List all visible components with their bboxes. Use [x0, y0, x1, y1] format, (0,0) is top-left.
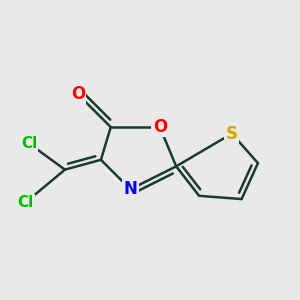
Text: Cl: Cl [21, 136, 37, 151]
Text: N: N [123, 180, 137, 198]
Text: O: O [71, 85, 85, 103]
Text: Cl: Cl [18, 195, 34, 210]
Text: S: S [226, 124, 238, 142]
Text: O: O [153, 118, 167, 136]
